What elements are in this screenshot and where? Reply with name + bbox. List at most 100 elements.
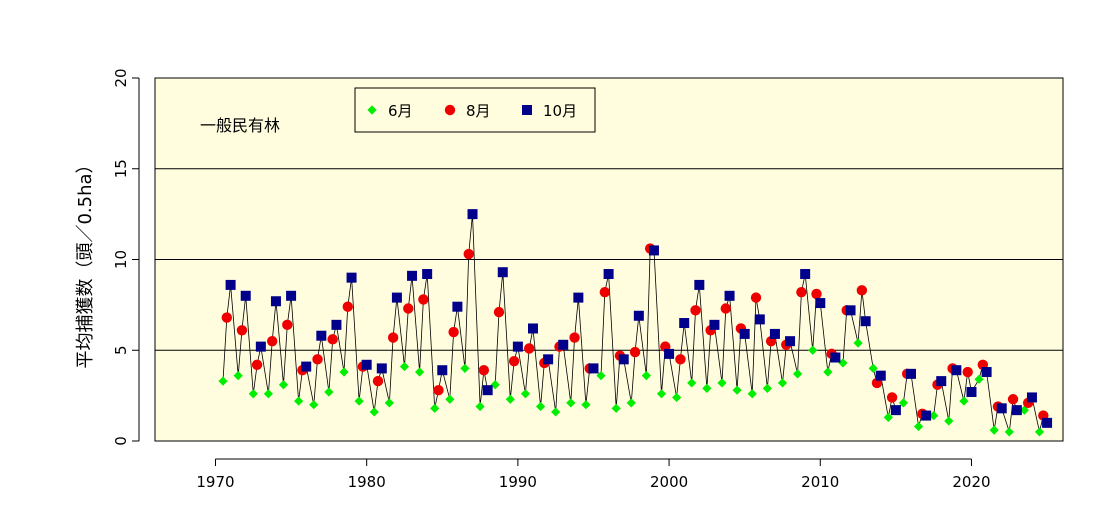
data-point [566,398,576,408]
data-point [460,363,470,373]
data-point [225,279,236,290]
data-point [407,270,418,281]
data-point [962,366,973,378]
y-axis: 0 5 10 15 20 [112,68,140,446]
data-point [1042,417,1053,428]
data-point [312,354,323,365]
data-point [251,359,263,370]
data-point [569,332,580,343]
data-point [856,285,868,296]
data-point [430,403,440,413]
data-point [543,354,554,365]
data-point [951,365,962,376]
data-point [1007,394,1019,405]
data-point [747,389,757,399]
data-point [603,269,614,280]
data-point [929,410,939,421]
data-point [263,389,273,399]
data-point [505,394,515,404]
data-point [301,361,312,372]
x-tick-label: 1980 [348,473,386,491]
data-point [989,425,999,435]
data-point [959,396,969,406]
data-point [750,292,762,303]
data-point [808,345,818,355]
data-point [838,358,848,368]
data-point [694,279,705,290]
data-point [282,319,293,331]
data-point [384,398,394,408]
data-point [221,312,233,323]
data-point [437,365,448,376]
legend-marker [444,104,456,116]
data-point [248,389,258,399]
y-tick-label: 20 [112,68,130,87]
data-point [346,272,357,283]
data-point [478,365,490,376]
data-point [551,407,561,417]
legend-marker [522,105,532,115]
data-point [558,339,569,350]
data-point [785,336,796,347]
data-point [445,394,455,404]
data-point [218,376,228,386]
data-point [974,374,984,384]
data-point [270,296,281,307]
data-point [913,421,924,432]
data-point [452,301,463,312]
x-tick-label: 1990 [499,473,537,491]
legend-label: 10月 [543,102,577,120]
data-point [327,334,338,345]
y-axis-title: 平均捕獲数（頭／0.5ha） [75,155,96,368]
data-point [309,400,319,410]
data-point [845,305,856,316]
data-point [369,407,379,417]
data-point [921,410,932,421]
data-point [596,371,606,381]
data-point [433,384,444,396]
data-point [581,400,591,410]
data-point [236,325,248,336]
legend-box [354,87,596,133]
y-tick-label: 0 [112,436,130,446]
data-point [387,332,399,343]
data-point [720,303,731,314]
plot-annotation: 一般民有林 [200,116,280,135]
data-point [664,348,675,359]
y-tick-label: 15 [112,159,130,178]
data-point [1026,392,1037,403]
data-point [629,346,641,358]
data-point [679,318,690,329]
data-point [240,290,251,301]
data-point [633,310,644,321]
data-point [762,383,772,393]
data-point [497,267,508,278]
data-point [823,367,833,377]
data-point [811,288,822,300]
data-point [1004,427,1014,437]
series-square [225,209,1053,428]
data-point [361,359,372,370]
data-point [675,354,686,365]
data-point [648,245,659,256]
data-point [875,370,886,381]
data-point [672,392,682,403]
data-point [936,376,947,387]
grid-lines [155,168,1063,351]
data-point [754,314,765,325]
data-point [702,383,712,393]
data-point [656,389,667,399]
data-point [524,343,535,354]
data-point [1034,427,1045,437]
data-point [898,398,909,408]
legend-marker [367,105,377,115]
data-point [981,367,992,378]
data-point [482,385,493,396]
data-point [535,401,546,412]
data-point [512,341,523,352]
data-point [354,396,364,406]
data-point [611,403,621,413]
data-point [342,301,353,312]
data-point [944,416,954,426]
